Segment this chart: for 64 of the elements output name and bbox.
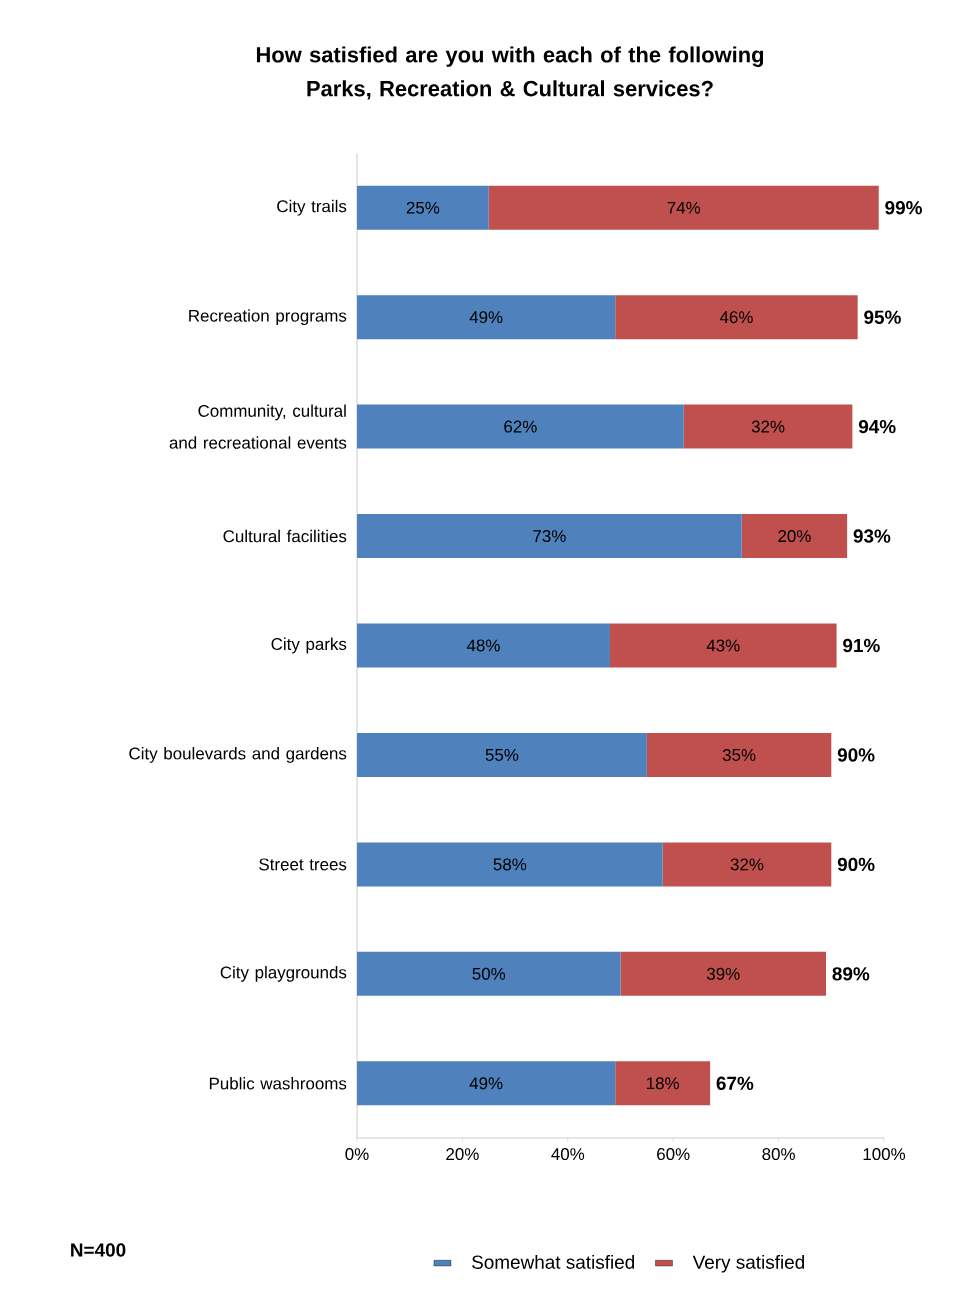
total-label: 90% — [837, 857, 875, 872]
bar — [615, 1061, 711, 1106]
x-tick-label: 20% — [446, 1148, 479, 1161]
y-tick-label: Street trees — [259, 858, 347, 871]
bar — [662, 842, 832, 887]
x-tick-label: 100% — [863, 1148, 906, 1161]
x-tick-label: 0% — [345, 1148, 369, 1161]
y-tick-label: Recreation programs — [189, 309, 347, 326]
data-label: 49% — [469, 311, 503, 324]
data-label: 62% — [504, 420, 537, 433]
bar — [615, 295, 858, 340]
bar — [620, 951, 827, 996]
total-label: 95% — [864, 310, 901, 324]
data-label: 55% — [485, 748, 519, 761]
chart-title: How satisfied are you with each of the following Parks, Recreation & Cultural services? — [256, 46, 764, 100]
bar — [357, 842, 663, 887]
bar — [357, 185, 489, 230]
bar — [357, 1061, 616, 1106]
legend-label: Somewhat satisfied — [472, 1254, 635, 1269]
y-tick-label: Community, cultural and recreational events — [169, 404, 347, 449]
data-label: 43% — [706, 639, 740, 652]
data-label: 18% — [647, 1077, 680, 1090]
text: N=400 — [71, 1243, 126, 1257]
bar — [357, 951, 621, 996]
data-label: 25% — [406, 201, 440, 214]
data-label: 50% — [472, 967, 506, 980]
data-label: 48% — [466, 639, 500, 652]
total-label: 67% — [716, 1076, 754, 1090]
data-label: 74% — [667, 201, 701, 214]
bar — [357, 623, 610, 668]
data-label: 58% — [493, 858, 527, 871]
data-label: 32% — [751, 420, 785, 433]
data-label: 32% — [730, 858, 764, 871]
legend-label: Very satisfied — [692, 1254, 804, 1273]
y-tick-label: City trails — [277, 199, 347, 216]
y-tick-label: Cultural facilities — [223, 529, 347, 543]
bar — [683, 404, 853, 449]
total-label: 99% — [885, 201, 922, 215]
total-label: 89% — [832, 967, 870, 981]
bar — [609, 623, 837, 668]
total-label: 90% — [837, 748, 875, 762]
bar — [357, 732, 647, 777]
y-tick-label: City playgrounds — [220, 965, 347, 982]
x-tick-label: 60% — [657, 1148, 690, 1161]
y-tick-label: City boulevards and gardens — [129, 747, 347, 763]
bar — [646, 732, 832, 777]
data-label: 46% — [719, 311, 753, 324]
bar — [357, 514, 742, 559]
x-tick-label: 40% — [551, 1148, 585, 1161]
x-tick-label: 80% — [762, 1148, 795, 1161]
y-tick-label: City parks — [271, 637, 347, 654]
data-label: 49% — [469, 1077, 503, 1090]
data-label: 20% — [778, 530, 811, 543]
data-label: 73% — [533, 530, 566, 543]
bar — [741, 514, 848, 559]
bar — [357, 295, 616, 340]
bar — [488, 185, 879, 230]
data-label: 39% — [706, 967, 740, 980]
total-label: 93% — [853, 529, 891, 543]
y-tick-label: Public washrooms — [209, 1077, 347, 1090]
total-label: 94% — [858, 419, 896, 434]
total-label: 91% — [843, 638, 880, 653]
bar — [357, 404, 684, 449]
data-label: 35% — [722, 748, 756, 761]
